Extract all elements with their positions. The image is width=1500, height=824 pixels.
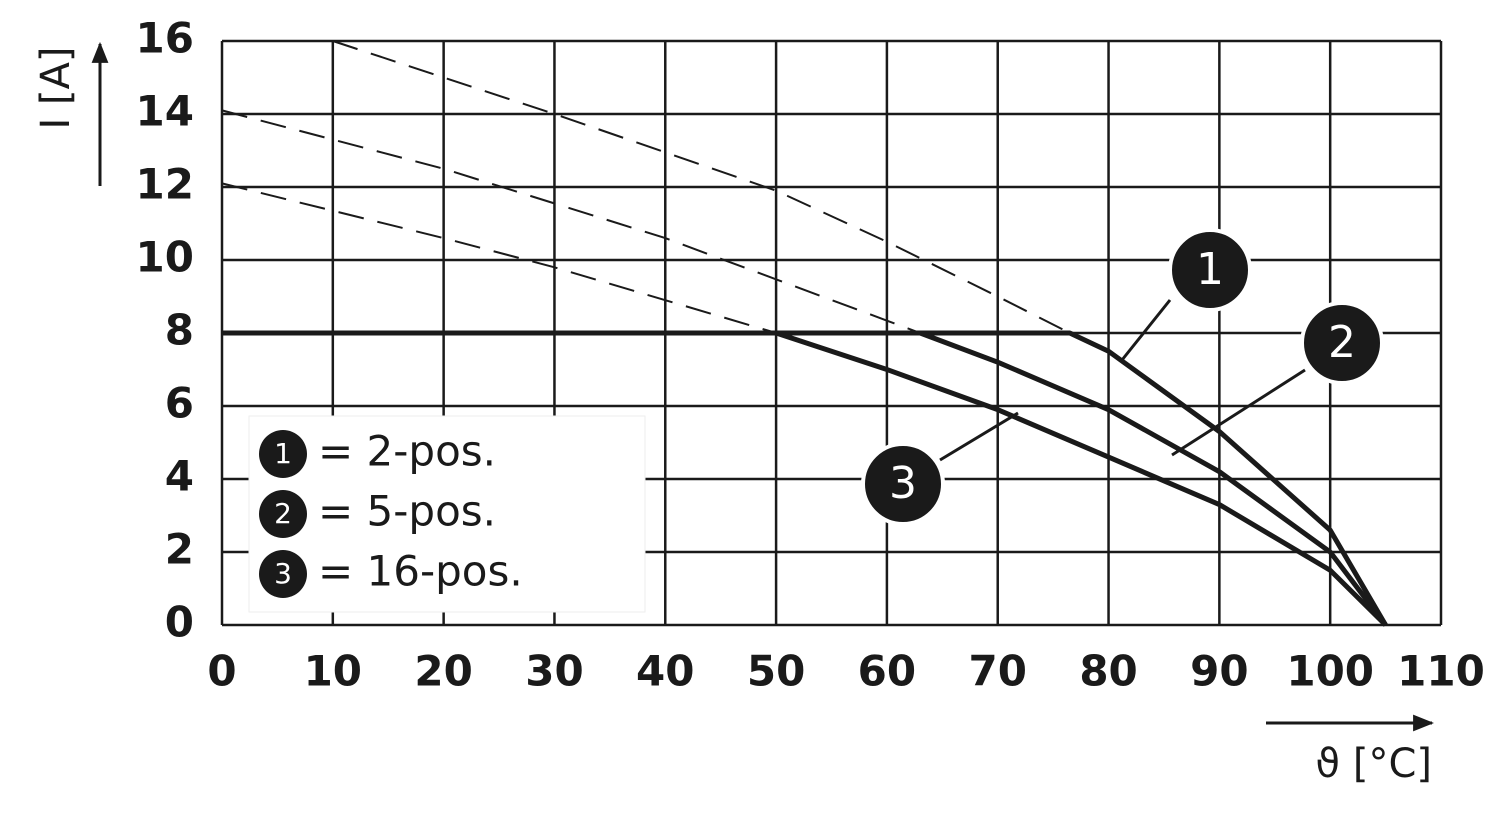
y-tick-label: 8 <box>165 306 194 355</box>
y-tick-label: 0 <box>165 598 194 647</box>
x-tick-label: 80 <box>1079 647 1137 696</box>
y-tick-label: 2 <box>165 525 194 574</box>
dashed-curve <box>332 40 1071 334</box>
legend-marker <box>259 430 307 478</box>
dashed-curve <box>221 109 921 334</box>
x-tick-label: 100 <box>1286 647 1374 696</box>
legend-marker-label: 2 <box>274 497 292 530</box>
x-tick-label: 20 <box>414 647 472 696</box>
legend-label: = 16-pos. <box>318 547 523 596</box>
legend-marker <box>259 490 307 538</box>
legend-marker-label: 1 <box>274 437 292 470</box>
callout-leader <box>1171 368 1306 457</box>
callout-circle <box>861 442 945 526</box>
callout-label: 2 <box>1328 317 1356 368</box>
curve <box>222 330 1388 627</box>
callout-circle <box>1168 228 1252 312</box>
legend-box <box>248 415 646 613</box>
y-axis-label: I [A] <box>33 46 79 129</box>
x-tick-label: 60 <box>858 647 916 696</box>
curve <box>222 330 1388 627</box>
x-tick-label: 70 <box>969 647 1027 696</box>
y-tick-label: 4 <box>165 452 194 501</box>
y-tick-label: 16 <box>136 14 194 63</box>
y-tick-label: 14 <box>136 87 194 136</box>
x-tick-label: 10 <box>304 647 362 696</box>
legend-marker-label: 3 <box>274 557 292 590</box>
curve <box>222 330 1388 627</box>
callout-label: 1 <box>1196 244 1224 295</box>
y-tick-label: 10 <box>136 233 194 282</box>
callout-leader <box>1120 299 1172 361</box>
callout-circle <box>1300 301 1384 385</box>
x-tick-label: 0 <box>207 647 236 696</box>
x-axis-label: ϑ [°C] <box>1315 741 1432 787</box>
legend-label: = 5-pos. <box>318 487 496 536</box>
legend-marker <box>259 550 307 598</box>
x-tick-label: 50 <box>747 647 805 696</box>
legend-label: = 2-pos. <box>318 427 496 476</box>
x-tick-label: 110 <box>1397 647 1485 696</box>
dashed-curve <box>221 182 777 334</box>
y-tick-label: 6 <box>165 379 194 428</box>
x-tick-label: 30 <box>525 647 583 696</box>
callout-label: 3 <box>889 458 917 509</box>
y-tick-label: 12 <box>136 160 194 209</box>
x-tick-label: 90 <box>1190 647 1248 696</box>
callout-leader <box>939 411 1019 462</box>
x-tick-label: 40 <box>636 647 694 696</box>
